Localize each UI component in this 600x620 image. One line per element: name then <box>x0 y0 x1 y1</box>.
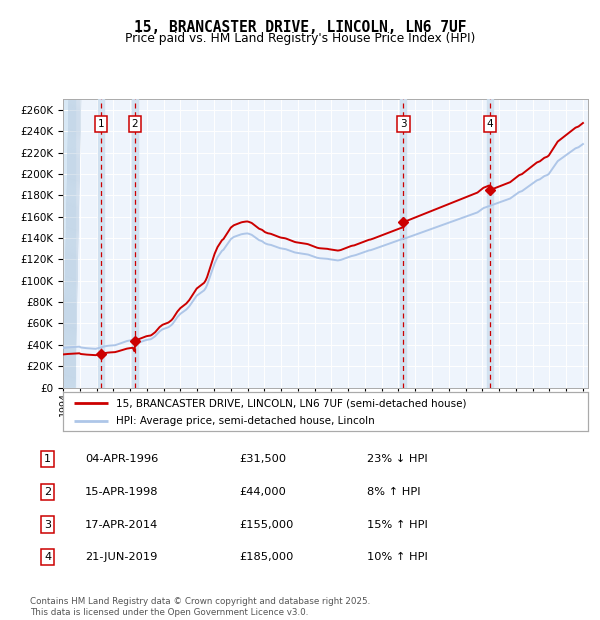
Text: HPI: Average price, semi-detached house, Lincoln: HPI: Average price, semi-detached house,… <box>115 416 374 427</box>
Text: 3: 3 <box>400 118 407 129</box>
Text: 15-APR-1998: 15-APR-1998 <box>85 487 158 497</box>
Text: 2: 2 <box>44 487 51 497</box>
Text: £44,000: £44,000 <box>240 487 287 497</box>
Text: 3: 3 <box>44 520 51 529</box>
Bar <box>132 99 138 387</box>
Text: Contains HM Land Registry data © Crown copyright and database right 2025.
This d: Contains HM Land Registry data © Crown c… <box>30 598 370 617</box>
Text: 4: 4 <box>487 118 494 129</box>
Text: 10% ↑ HPI: 10% ↑ HPI <box>367 552 428 562</box>
Bar <box>487 99 493 387</box>
Text: Price paid vs. HM Land Registry's House Price Index (HPI): Price paid vs. HM Land Registry's House … <box>125 32 475 45</box>
Text: 04-APR-1996: 04-APR-1996 <box>85 454 158 464</box>
Bar <box>400 99 406 387</box>
Text: 8% ↑ HPI: 8% ↑ HPI <box>367 487 421 497</box>
Bar <box>63 99 75 387</box>
Text: 17-APR-2014: 17-APR-2014 <box>85 520 158 529</box>
Text: 15% ↑ HPI: 15% ↑ HPI <box>367 520 428 529</box>
Text: £155,000: £155,000 <box>240 520 294 529</box>
Text: 1: 1 <box>44 454 51 464</box>
Text: £185,000: £185,000 <box>240 552 294 562</box>
Text: 15, BRANCASTER DRIVE, LINCOLN, LN6 7UF (semi-detached house): 15, BRANCASTER DRIVE, LINCOLN, LN6 7UF (… <box>115 398 466 408</box>
Text: 15, BRANCASTER DRIVE, LINCOLN, LN6 7UF: 15, BRANCASTER DRIVE, LINCOLN, LN6 7UF <box>134 20 466 35</box>
Text: 21-JUN-2019: 21-JUN-2019 <box>85 552 158 562</box>
Text: 1: 1 <box>98 118 104 129</box>
Text: £31,500: £31,500 <box>240 454 287 464</box>
Text: 23% ↓ HPI: 23% ↓ HPI <box>367 454 427 464</box>
Text: 4: 4 <box>44 552 51 562</box>
Bar <box>98 99 104 387</box>
Text: 2: 2 <box>131 118 138 129</box>
